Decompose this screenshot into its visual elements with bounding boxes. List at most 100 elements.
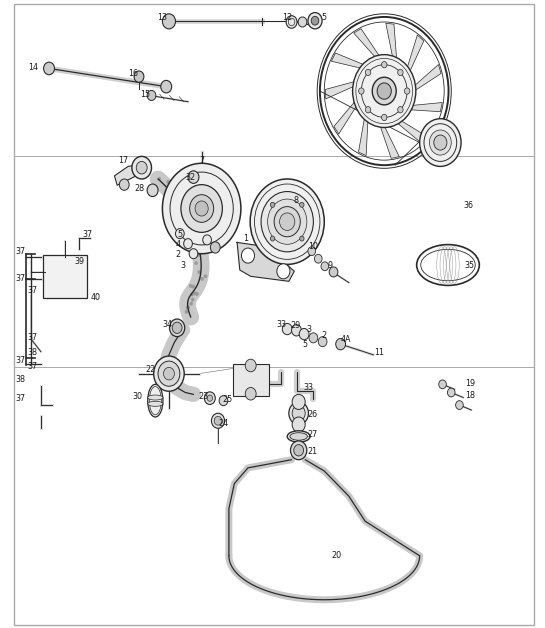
Circle shape [193, 222, 196, 225]
Circle shape [184, 239, 192, 249]
Polygon shape [397, 120, 428, 143]
Circle shape [184, 300, 187, 303]
Text: 14: 14 [28, 63, 38, 72]
Circle shape [162, 14, 175, 29]
Text: 37: 37 [15, 274, 26, 283]
Circle shape [191, 312, 195, 316]
Circle shape [200, 269, 203, 273]
Text: 5: 5 [322, 13, 327, 22]
Circle shape [195, 201, 208, 216]
Text: 22: 22 [145, 365, 155, 374]
Circle shape [174, 183, 177, 187]
Text: 28: 28 [134, 184, 144, 193]
Circle shape [219, 396, 228, 406]
Circle shape [207, 395, 213, 401]
Circle shape [294, 445, 304, 456]
Polygon shape [414, 65, 441, 91]
Ellipse shape [148, 401, 163, 406]
Polygon shape [237, 242, 294, 281]
Polygon shape [325, 82, 355, 99]
Circle shape [195, 227, 198, 231]
Circle shape [241, 248, 255, 263]
Circle shape [193, 247, 197, 251]
Circle shape [185, 291, 188, 295]
Text: 29: 29 [290, 322, 301, 330]
Text: 37: 37 [15, 356, 26, 365]
Ellipse shape [287, 431, 310, 442]
Circle shape [132, 156, 152, 179]
Circle shape [359, 88, 364, 94]
Circle shape [420, 119, 461, 166]
Circle shape [181, 202, 184, 206]
Circle shape [198, 280, 201, 284]
Text: 2: 2 [322, 331, 327, 340]
Polygon shape [114, 165, 139, 185]
Text: 20: 20 [331, 551, 341, 560]
Circle shape [439, 380, 446, 389]
Circle shape [429, 130, 451, 155]
Text: 11: 11 [374, 349, 384, 357]
Circle shape [261, 192, 313, 252]
Circle shape [314, 254, 322, 263]
Circle shape [44, 62, 54, 75]
Circle shape [136, 161, 147, 174]
Text: 37: 37 [27, 286, 37, 295]
Text: 23: 23 [198, 392, 208, 401]
Text: 40: 40 [90, 293, 100, 301]
Circle shape [300, 236, 304, 241]
Circle shape [365, 69, 371, 75]
Text: 9: 9 [327, 261, 332, 269]
Circle shape [199, 269, 202, 273]
Circle shape [187, 291, 191, 295]
Circle shape [404, 88, 410, 94]
Circle shape [162, 163, 241, 254]
Text: 37: 37 [15, 247, 26, 256]
Circle shape [398, 69, 403, 75]
Text: 3: 3 [306, 325, 312, 334]
Circle shape [299, 328, 309, 340]
Circle shape [270, 236, 275, 241]
Circle shape [204, 392, 215, 404]
Circle shape [308, 247, 316, 256]
Circle shape [119, 179, 129, 190]
Text: 7: 7 [199, 156, 204, 165]
Circle shape [175, 229, 184, 239]
Text: 38: 38 [27, 349, 37, 357]
Text: 21: 21 [307, 447, 317, 456]
Text: 15: 15 [141, 90, 151, 99]
Circle shape [197, 284, 201, 288]
Polygon shape [386, 23, 397, 60]
Text: 5: 5 [177, 230, 183, 239]
Circle shape [147, 184, 158, 197]
Circle shape [398, 107, 403, 113]
Circle shape [274, 207, 300, 237]
Circle shape [353, 55, 416, 127]
Text: 33: 33 [276, 320, 286, 329]
Circle shape [311, 16, 319, 25]
Text: 8: 8 [293, 197, 299, 205]
Circle shape [210, 242, 220, 253]
Circle shape [308, 13, 322, 29]
Circle shape [188, 171, 199, 183]
Circle shape [161, 80, 172, 93]
Circle shape [292, 406, 305, 421]
Circle shape [156, 173, 159, 176]
FancyBboxPatch shape [161, 365, 177, 382]
Circle shape [192, 286, 195, 290]
Text: 37: 37 [27, 362, 37, 371]
Circle shape [289, 402, 308, 425]
Text: 17: 17 [118, 156, 128, 165]
Circle shape [382, 62, 387, 68]
Circle shape [214, 416, 222, 425]
Text: 10: 10 [308, 242, 318, 251]
Text: 37: 37 [15, 394, 26, 403]
Circle shape [372, 77, 396, 105]
Circle shape [456, 401, 463, 409]
Circle shape [195, 237, 198, 241]
Circle shape [290, 441, 307, 460]
Text: 25: 25 [223, 395, 233, 404]
Circle shape [211, 413, 225, 428]
Circle shape [268, 199, 307, 244]
Polygon shape [407, 35, 424, 72]
Circle shape [298, 17, 307, 27]
